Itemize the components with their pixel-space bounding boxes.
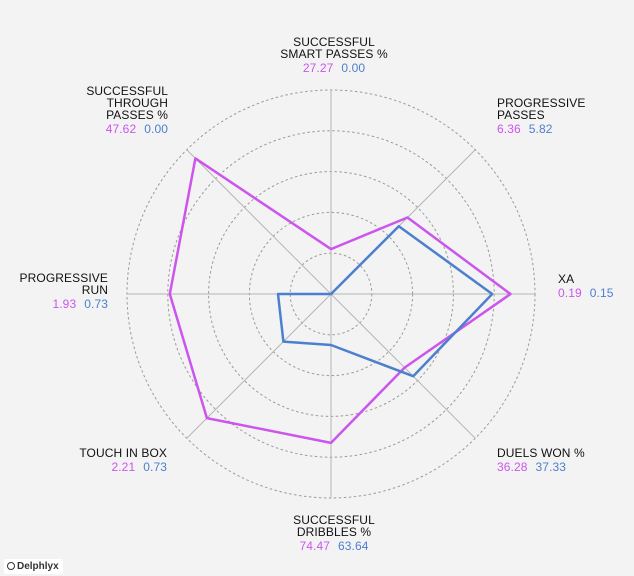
axis-name: SUCCESSFUL THROUGH PASSES %: [86, 84, 168, 122]
value-series-2: 0.73: [143, 460, 167, 474]
value-series-2: 37.33: [535, 460, 567, 474]
axis-label-touch-in-box: TOUCH IN BOX 2.21 0.73: [79, 447, 167, 473]
brand-logo-icon: [7, 562, 15, 570]
value-series-2: 0.00: [144, 122, 168, 136]
axis-name: TOUCH IN BOX: [79, 446, 167, 460]
value-series-1: 47.62: [105, 122, 137, 136]
axis-label-smart-passes: SUCCESSFUL SMART PASSES % 27.27 0.00: [280, 36, 387, 74]
value-series-1: 36.28: [497, 460, 528, 474]
axis-name: SUCCESSFUL SMART PASSES %: [280, 35, 388, 61]
value-series-1: 1.93: [52, 297, 77, 311]
axis-label-duels-won: DUELS WON % 36.28 37.33: [497, 447, 585, 473]
value-series-2: 5.82: [528, 122, 553, 136]
series-2-polygon: [276, 224, 494, 378]
axis-name: PROGRESSIVE RUN: [19, 271, 108, 297]
value-series-2: 63.64: [338, 539, 369, 553]
axis-label-dribbles: SUCCESSFUL DRIBBLES % 74.47 63.64: [293, 514, 375, 552]
axis-name: SUCCESSFUL DRIBBLES %: [293, 513, 375, 539]
value-series-2: 0.00: [341, 61, 366, 75]
value-series-2: 0.73: [84, 297, 108, 311]
brand-badge: Delphlyx: [4, 559, 63, 574]
value-series-1: 6.36: [497, 122, 521, 136]
value-series-1: 27.27: [302, 61, 334, 75]
value-series-2: 0.15: [589, 286, 614, 300]
axis-name: PROGRESSIVE PASSES: [497, 96, 586, 122]
axis-spoke: [330, 293, 476, 439]
brand-name: Delphlyx: [17, 561, 59, 572]
axis-label-progressive-run: PROGRESSIVE RUN 1.93 0.73: [20, 272, 108, 310]
axis-spoke: [186, 149, 332, 295]
axis-label-progressive-passes: PROGRESSIVE PASSES 6.36 5.82: [497, 97, 585, 135]
axis-label-xa: XA 0.19 0.15: [558, 273, 614, 299]
axis-label-through-passes: SUCCESSFUL THROUGH PASSES % 47.62 0.00: [86, 85, 168, 135]
axis-name: DUELS WON %: [497, 446, 585, 460]
series-1-polygon: [168, 157, 512, 445]
axis-spoke: [186, 293, 332, 439]
axis-name: XA: [558, 272, 575, 286]
value-series-1: 74.47: [299, 539, 330, 553]
value-series-1: 2.21: [111, 460, 136, 474]
value-series-1: 0.19: [558, 286, 582, 300]
